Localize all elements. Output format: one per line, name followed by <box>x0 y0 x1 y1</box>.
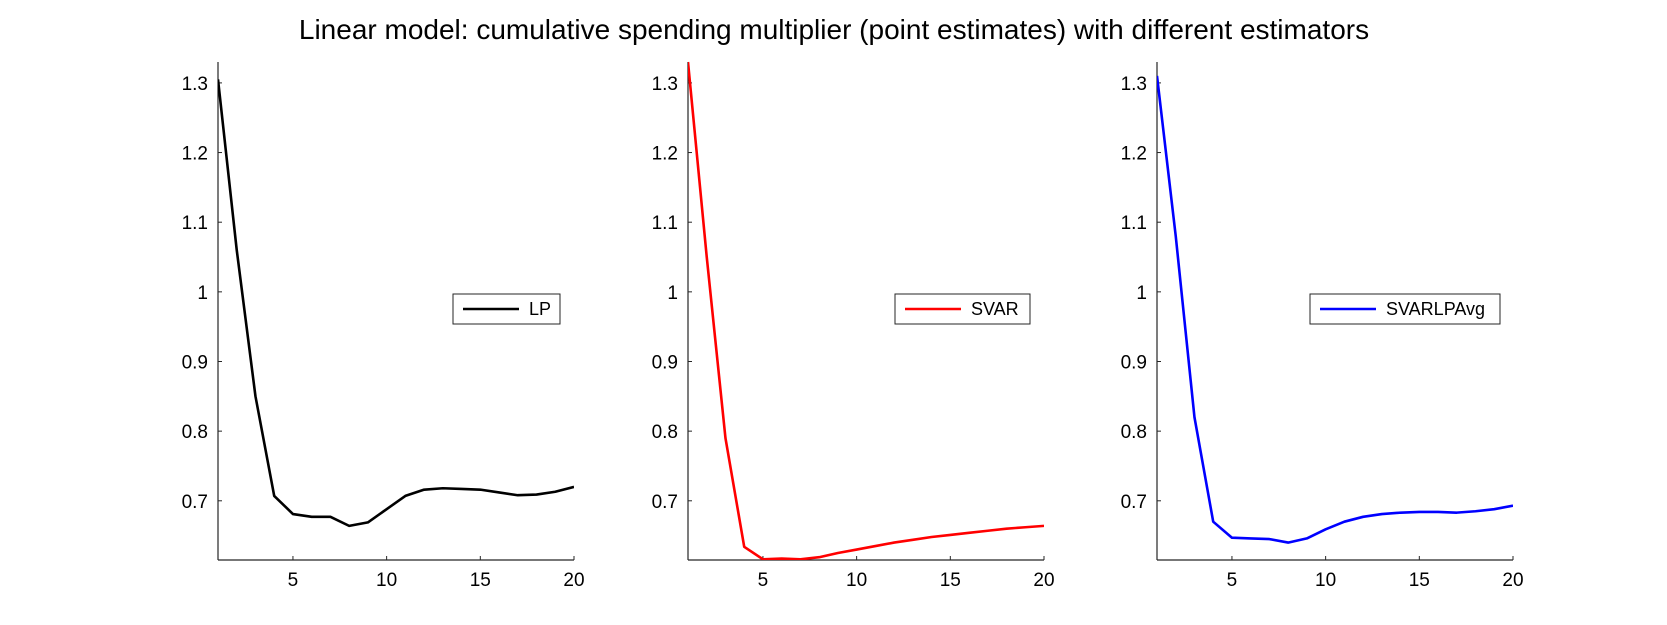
x-tick-label: 5 <box>1227 570 1238 591</box>
series-line-svar <box>688 61 1044 560</box>
x-tick-label: 20 <box>563 570 584 591</box>
legend-label: SVARLPAvg <box>1386 299 1485 319</box>
y-tick-label: 0.8 <box>182 422 208 443</box>
charts-area: 0.70.80.911.11.21.35 10 15 20LP0.70.80.911.… <box>182 61 1524 591</box>
y-tick-label: 1.3 <box>652 74 678 95</box>
x-tick-label: 15 <box>1409 570 1430 591</box>
series-line-svarlpavg <box>1157 75 1513 544</box>
y-tick-label: 0.9 <box>182 352 208 373</box>
y-tick-label: 0.7 <box>652 492 678 513</box>
y-tick-label: 0.9 <box>1121 352 1147 373</box>
y-tick-label: 1.2 <box>182 144 208 165</box>
y-tick-label: 0.7 <box>182 492 208 513</box>
x-tick-label: 10 <box>376 570 397 591</box>
x-tick-label: 10 <box>1315 570 1336 591</box>
y-tick-label: 1.3 <box>182 74 208 95</box>
y-tick-label: 0.8 <box>1121 422 1147 443</box>
chart-panel-1: 0.7 0.8 0.9 1 1.1 1.2 1.3 5 10 15 20 LP <box>182 62 585 591</box>
legend-label: LP <box>529 299 551 319</box>
legend: LP <box>452 293 561 325</box>
y-tick-label: 1.1 <box>1121 213 1147 234</box>
y-tick-label: 1.1 <box>182 213 208 234</box>
legend-label: SVAR <box>971 299 1019 319</box>
y-tick-label: 1 <box>1136 283 1147 304</box>
y-tick-label: 0.9 <box>652 352 678 373</box>
y-tick-label: 1.2 <box>652 144 678 165</box>
y-tick-label: 1.1 <box>652 213 678 234</box>
legend: SVAR <box>894 293 1031 325</box>
y-tick-label: 1.3 <box>1121 74 1147 95</box>
y-tick-label: 1.2 <box>1121 144 1147 165</box>
figure-title: Linear model: cumulative spending multip… <box>299 14 1369 45</box>
x-tick-label: 15 <box>940 570 961 591</box>
series-line-lp <box>218 79 574 528</box>
x-tick-label: 20 <box>1502 570 1523 591</box>
chart-panel-3: 0.7 0.8 0.9 1 1.1 1.2 1.3 5 10 15 20 SVARLPAvg <box>1121 62 1524 591</box>
x-tick-label: 10 <box>846 570 867 591</box>
y-tick-label: 0.7 <box>1121 492 1147 513</box>
x-tick-label: 20 <box>1033 570 1054 591</box>
y-tick-label: 1 <box>667 283 678 304</box>
x-tick-label: 5 <box>288 570 299 591</box>
y-tick-label: 1 <box>197 283 208 304</box>
chart-panel-2: 0.7 0.8 0.9 1 1.1 1.2 1.3 5 10 15 20 SVAR <box>652 61 1055 591</box>
x-tick-label: 5 <box>758 570 769 591</box>
x-tick-label: 15 <box>470 570 491 591</box>
y-tick-label: 0.8 <box>652 422 678 443</box>
legend: SVARLPAvg <box>1309 293 1501 325</box>
